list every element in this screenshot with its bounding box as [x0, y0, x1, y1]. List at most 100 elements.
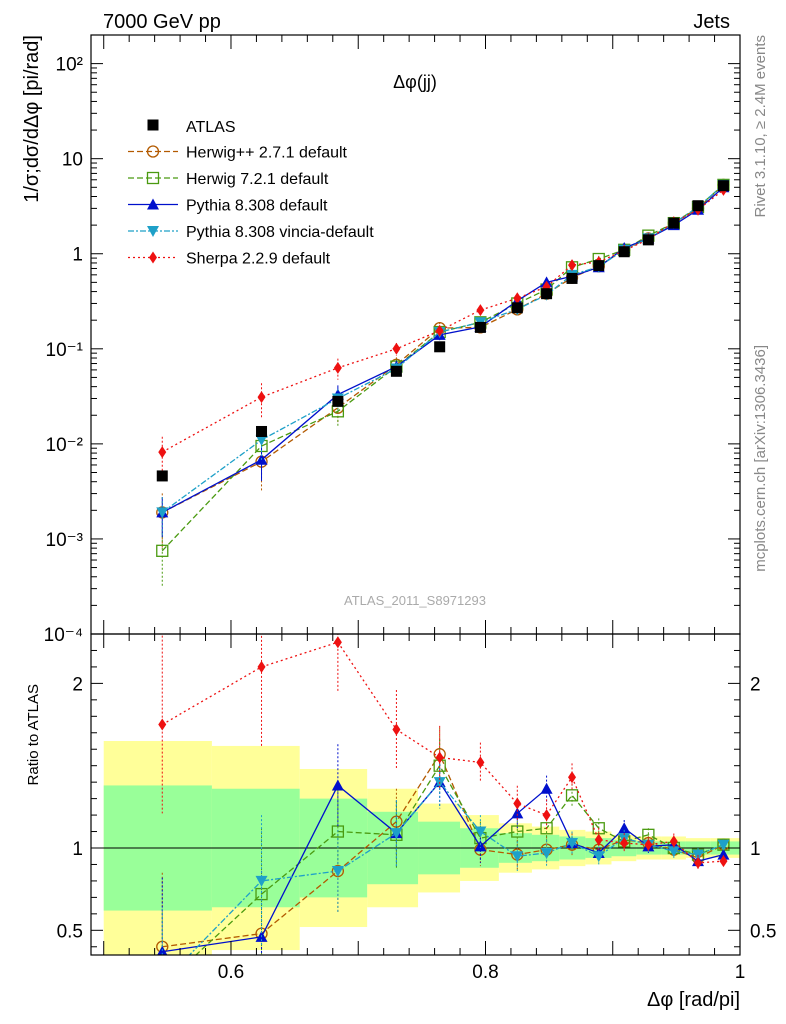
ratio-point — [331, 779, 344, 791]
y-tick-label: 10 — [62, 150, 83, 171]
legend-label-atlas: ATLAS — [186, 119, 236, 136]
legend-label: Herwig++ 2.7.1 default — [186, 145, 348, 162]
header-left: 7000 GeV pp — [103, 11, 221, 33]
y-tick-label: 10⁻² — [46, 435, 84, 456]
ratio-series-4 — [158, 634, 728, 871]
x-ticks — [103, 35, 741, 955]
ratio-point — [435, 751, 444, 764]
ratio-tick-label-left: 1 — [72, 839, 83, 860]
ratio-point — [257, 660, 266, 673]
ratio-point — [618, 822, 631, 834]
y-tick-label: 10⁻¹ — [46, 340, 84, 361]
ratio-point — [667, 846, 680, 858]
data-point — [668, 217, 680, 229]
ratio-point — [540, 822, 553, 835]
data-point — [476, 304, 485, 317]
y-tick-label: 1 — [72, 245, 83, 266]
ratio-point — [392, 723, 401, 736]
ratio-point — [592, 851, 605, 863]
ratio-point — [158, 718, 167, 731]
legend-label: Herwig 7.2.1 default — [186, 171, 329, 188]
legend-label: Sherpa 2.2.9 default — [186, 251, 331, 268]
ratio-point — [669, 835, 678, 848]
data-point — [566, 272, 578, 284]
data-point — [392, 342, 401, 355]
data-point — [156, 507, 169, 519]
legend-marker — [147, 198, 159, 210]
data-point — [511, 302, 523, 314]
legend-marker — [149, 251, 157, 264]
ratio-point — [568, 771, 577, 784]
ratio-tick-label-right: 1 — [750, 839, 761, 860]
x-tick-label: 1 — [735, 962, 746, 983]
ratio-bands — [91, 741, 740, 955]
legend-marker-atlas — [147, 119, 159, 131]
ratio-y-axis-label: Ratio to ATLAS — [25, 684, 42, 785]
legend-marker — [147, 226, 159, 237]
ratio-point — [476, 756, 485, 769]
y-tick-label: 10⁻⁴ — [44, 625, 83, 646]
ratio-y-ticks — [91, 649, 740, 948]
ratio-tick-label-right: 2 — [750, 674, 761, 695]
data-point — [618, 246, 630, 258]
data-point — [513, 292, 522, 305]
series-line — [161, 184, 724, 514]
ratio-frame — [90, 633, 741, 956]
y-tick-label: 10² — [56, 55, 83, 76]
data-point — [332, 395, 344, 407]
legend-label: Pythia 8.308 vincia-default — [186, 224, 374, 241]
y-tick-label: 10⁻³ — [46, 530, 84, 551]
ratio-point — [717, 848, 730, 860]
ratio-point — [644, 838, 653, 851]
data-point — [474, 321, 486, 333]
ratio-point — [594, 833, 603, 846]
ratio-point — [694, 856, 703, 869]
ratio-point — [566, 838, 579, 850]
legend-marker — [146, 145, 160, 158]
ratio-point — [511, 825, 524, 838]
ratio-point — [156, 978, 168, 989]
ratio-point — [390, 828, 403, 840]
x-tick-label: 0.8 — [472, 962, 498, 983]
legend-marker — [146, 171, 160, 185]
ratio-point — [542, 809, 551, 822]
ratio-point — [333, 636, 342, 649]
data-point — [642, 234, 654, 246]
plot-title: Δφ(jj) — [393, 72, 437, 92]
data-point — [257, 391, 266, 404]
data-point — [333, 361, 342, 374]
data-point — [434, 341, 446, 353]
data-point — [256, 425, 268, 437]
legend: ATLAS Herwig++ 2.7.1 default Herwig 7.2.1 … — [128, 119, 374, 268]
data-point — [541, 288, 553, 300]
data-point — [156, 470, 168, 482]
series-atlas — [156, 180, 729, 482]
data-point — [717, 180, 729, 192]
ratio-tick-label-right: 0.5 — [750, 921, 776, 942]
ratio-point — [719, 855, 728, 868]
x-axis-label: Δφ [rad/pi] — [647, 989, 740, 1011]
analysis-watermark: ATLAS_2011_S8971293 — [344, 593, 486, 608]
ratio-point — [474, 840, 487, 852]
data-point — [692, 200, 704, 212]
ratio-panel-series — [156, 634, 730, 989]
ratio-point — [331, 866, 344, 878]
data-point — [255, 434, 268, 446]
ratio-point — [474, 826, 487, 838]
data-point — [158, 446, 167, 459]
side-note-rivet: Rivet 3.1.10, ≥ 2.4M events — [752, 35, 769, 218]
legend-label: Pythia 8.308 default — [186, 198, 328, 215]
data-point — [568, 259, 577, 272]
data-point — [435, 324, 444, 337]
ratio-point — [717, 839, 730, 851]
data-point — [593, 260, 605, 272]
ratio-point — [255, 875, 268, 887]
main-y-ticks — [91, 34, 740, 635]
ratio-point — [513, 797, 522, 810]
data-point — [156, 544, 169, 557]
header-right: Jets — [693, 11, 730, 33]
ratio-point — [540, 847, 553, 859]
ratio-point — [565, 789, 579, 802]
side-note-mcplots: mcplots.cern.ch [arXiv:1306.3436] — [752, 345, 769, 572]
